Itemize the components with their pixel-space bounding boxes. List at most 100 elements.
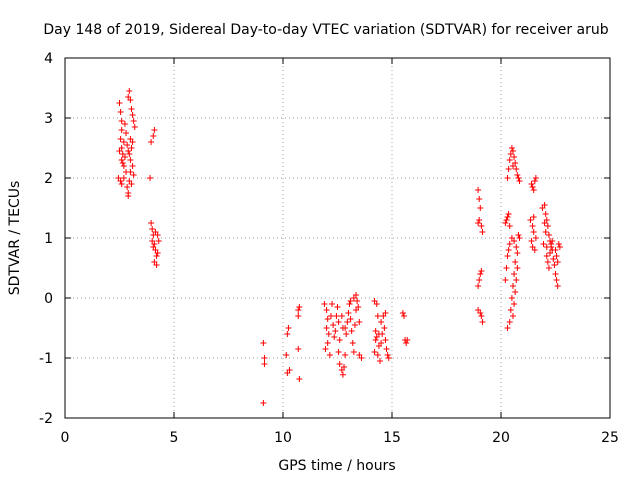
data-point xyxy=(512,289,519,295)
data-point xyxy=(513,166,520,172)
data-point xyxy=(116,100,123,106)
data-point xyxy=(383,346,390,352)
data-point xyxy=(384,352,391,358)
data-point xyxy=(295,313,302,319)
data-point xyxy=(378,340,385,346)
data-point xyxy=(400,313,407,319)
data-point xyxy=(508,295,515,301)
data-point xyxy=(476,277,483,283)
data-point xyxy=(554,259,561,265)
data-point xyxy=(530,229,537,235)
data-point xyxy=(149,226,156,232)
data-point xyxy=(503,217,510,223)
data-point xyxy=(338,313,345,319)
data-point xyxy=(283,352,290,358)
data-point xyxy=(350,349,357,355)
data-point xyxy=(505,211,512,217)
data-point xyxy=(478,223,485,229)
data-point xyxy=(502,277,509,283)
data-point xyxy=(511,271,518,277)
data-point xyxy=(504,175,511,181)
data-point xyxy=(339,371,346,378)
x-tick-label: 0 xyxy=(61,430,70,446)
x-tick-label: 5 xyxy=(170,430,179,446)
data-point xyxy=(555,241,562,247)
data-point xyxy=(507,307,514,313)
data-point xyxy=(118,127,125,133)
data-point xyxy=(377,358,384,364)
data-point xyxy=(516,235,523,241)
data-point xyxy=(261,361,268,367)
data-point xyxy=(372,328,379,334)
data-point xyxy=(504,253,511,259)
data-point xyxy=(148,220,155,226)
data-point xyxy=(513,277,520,283)
data-point xyxy=(117,136,124,142)
data-point xyxy=(509,283,516,289)
data-point xyxy=(382,310,389,316)
data-point xyxy=(285,325,292,331)
data-point xyxy=(479,229,486,235)
data-point xyxy=(541,220,548,226)
data-point xyxy=(516,178,523,184)
axis-ticks: 0 5 10 15 20 25 -2 -1 0 1 2 3 4 xyxy=(39,51,619,446)
data-point xyxy=(375,331,382,337)
x-tick-label: 20 xyxy=(492,430,510,446)
data-point xyxy=(528,181,535,187)
data-point xyxy=(116,148,123,154)
data-point xyxy=(118,181,125,187)
data-point xyxy=(547,250,554,256)
data-point xyxy=(504,214,511,220)
data-point xyxy=(150,133,157,139)
data-point xyxy=(343,331,350,337)
data-point xyxy=(476,217,483,223)
data-point xyxy=(515,232,522,238)
data-point xyxy=(542,229,549,235)
grid xyxy=(65,58,610,418)
data-point xyxy=(552,271,559,277)
data-point xyxy=(324,316,331,322)
x-tick-label: 25 xyxy=(601,430,619,446)
data-point xyxy=(509,148,516,154)
y-axis-label: SDTVAR / TECUs xyxy=(7,181,23,296)
data-point xyxy=(120,175,127,181)
data-point xyxy=(505,247,512,253)
data-point xyxy=(118,118,125,124)
data-point xyxy=(382,337,389,343)
data-point xyxy=(550,256,557,262)
data-point xyxy=(512,259,519,265)
data-point xyxy=(371,349,378,355)
data-point xyxy=(128,106,135,112)
data-point xyxy=(284,331,291,337)
data-point xyxy=(554,283,561,289)
data-point xyxy=(329,301,336,307)
data-point xyxy=(528,238,535,244)
data-point xyxy=(120,163,127,169)
data-point xyxy=(152,229,159,235)
data-point xyxy=(128,181,135,187)
data-point xyxy=(295,307,302,313)
data-point xyxy=(125,148,132,154)
data-point xyxy=(125,94,132,100)
data-point xyxy=(147,175,154,181)
data-point xyxy=(125,193,132,199)
data-point xyxy=(530,214,537,220)
data-point xyxy=(126,88,133,94)
data-point xyxy=(151,241,158,247)
data-point xyxy=(544,223,551,229)
data-point xyxy=(374,313,381,319)
data-point xyxy=(121,121,128,127)
data-point xyxy=(532,175,539,181)
data-point xyxy=(514,265,521,271)
data-point xyxy=(155,238,162,244)
data-point xyxy=(477,271,484,277)
data-point xyxy=(129,163,136,169)
data-point xyxy=(399,310,406,316)
data-point xyxy=(341,364,348,370)
data-point xyxy=(335,319,342,325)
data-point xyxy=(154,250,161,256)
x-tick-label: 10 xyxy=(274,430,292,446)
data-point xyxy=(260,400,267,406)
data-point xyxy=(358,355,365,361)
